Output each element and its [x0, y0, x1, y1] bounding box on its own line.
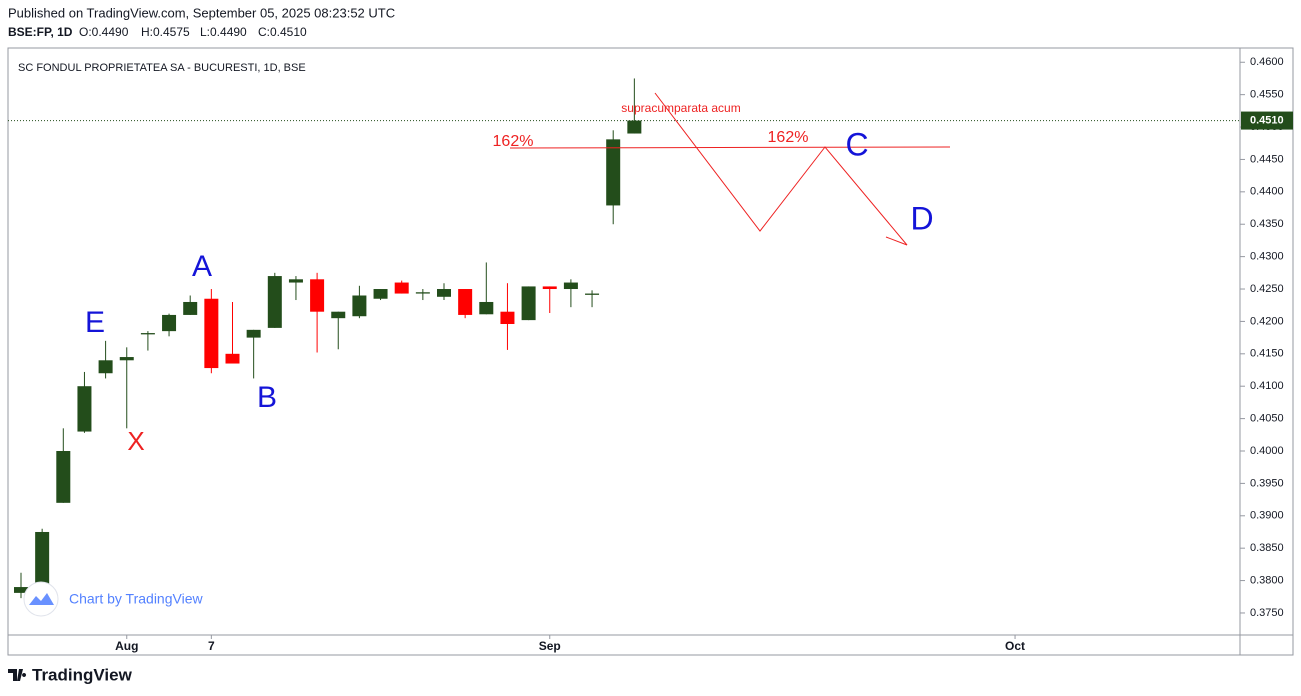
wave-label: E: [85, 306, 105, 339]
last-price-label: 0.4510: [1250, 114, 1284, 126]
candle-body: [119, 357, 134, 361]
candle-body: [204, 298, 219, 369]
footer-logo: TradingView: [8, 665, 133, 684]
candle-body: [563, 282, 578, 290]
y-tick-label: 0.3850: [1250, 542, 1284, 554]
y-tick-label: 0.4350: [1250, 218, 1284, 230]
wave-label: B: [257, 381, 277, 414]
y-tick-label: 0.3750: [1250, 607, 1284, 619]
y-tick-label: 0.3950: [1250, 477, 1284, 489]
x-tick-label: Sep: [539, 639, 561, 653]
y-tick-label: 0.3900: [1250, 510, 1284, 522]
candle-body: [267, 276, 282, 328]
x-tick-label: Aug: [115, 639, 138, 653]
drawings: [509, 92, 951, 246]
watermark: Chart by TradingView: [23, 581, 203, 617]
candle-body: [225, 353, 240, 364]
candle-body: [458, 289, 473, 315]
candle-body: [606, 139, 621, 206]
candle-body: [627, 120, 642, 134]
candle-body: [437, 289, 451, 297]
candle-body: [542, 286, 557, 290]
last-price-box: [1241, 111, 1293, 130]
candle-body: [352, 295, 367, 317]
fib-label: 162%: [768, 129, 809, 146]
watermark-text: Chart by TradingView: [69, 591, 203, 607]
zigzag: [654, 92, 908, 246]
ohlc-close: C:0.4510: [258, 25, 307, 39]
y-tick-label: 0.4050: [1250, 413, 1284, 425]
y-tick-label: 0.4250: [1250, 283, 1284, 295]
ohlc-low: L:0.4490: [200, 25, 247, 39]
y-tick-label: 0.4200: [1250, 315, 1284, 327]
note: supracumparata acum: [621, 101, 740, 115]
wave-label: D: [910, 200, 933, 236]
candle-body: [415, 292, 430, 294]
x-tick-label: Oct: [1005, 639, 1025, 653]
wave-label: X: [127, 426, 144, 456]
y-tick-label: 0.4300: [1250, 251, 1284, 263]
candle-body: [162, 314, 177, 332]
wave-label: A: [192, 250, 212, 283]
symbol: BSE:FP, 1D: [8, 25, 73, 39]
candle-body: [35, 531, 50, 588]
arrow-head: [885, 236, 908, 246]
candle-body: [14, 587, 28, 593]
footer-brand: TradingView: [32, 665, 133, 684]
candle-body: [394, 282, 409, 294]
y-tick-label: 0.4150: [1250, 348, 1284, 360]
wave-label: C: [845, 126, 868, 162]
y-tick-label: 0.4550: [1250, 89, 1284, 101]
candle-body: [98, 360, 113, 374]
fib-label: 162%: [493, 133, 534, 150]
y-tick-label: 0.3800: [1250, 574, 1284, 586]
chart-title: SC FONDUL PROPRIETATEA SA - BUCURESTI, 1…: [18, 62, 306, 74]
candle-body: [500, 311, 515, 325]
candle-body: [77, 386, 92, 432]
candle-body: [373, 289, 388, 299]
y-tick-label: 0.4450: [1250, 153, 1284, 165]
y-tick-label: 0.4100: [1250, 380, 1284, 392]
fib-line: [509, 146, 951, 149]
ohlc-open: O:0.4490: [79, 25, 129, 39]
chart-frame: [7, 47, 1294, 656]
candle-body: [521, 286, 536, 321]
candle-body: [183, 301, 198, 315]
plot: 0.3750 0.3800 0.3850 0.3900 0.3950 0.4000 0.40…: [8, 56, 1293, 653]
candle-body: [331, 311, 346, 319]
candle-body: [56, 450, 71, 503]
x-tick-label: 7: [208, 639, 215, 653]
y-tick-label: 0.4400: [1250, 186, 1284, 198]
candle-body: [310, 279, 325, 312]
ohlc-high: H:0.4575: [141, 25, 190, 39]
published: Published on TradingView.com, September …: [8, 5, 395, 20]
candle-body: [140, 333, 155, 335]
y-tick-label: 0.4000: [1250, 445, 1284, 457]
candle-body: [585, 293, 600, 295]
candle-body: [288, 279, 303, 283]
y-tick-label: 0.4600: [1250, 56, 1284, 68]
candle-body: [246, 329, 261, 338]
candle-body: [479, 301, 494, 315]
